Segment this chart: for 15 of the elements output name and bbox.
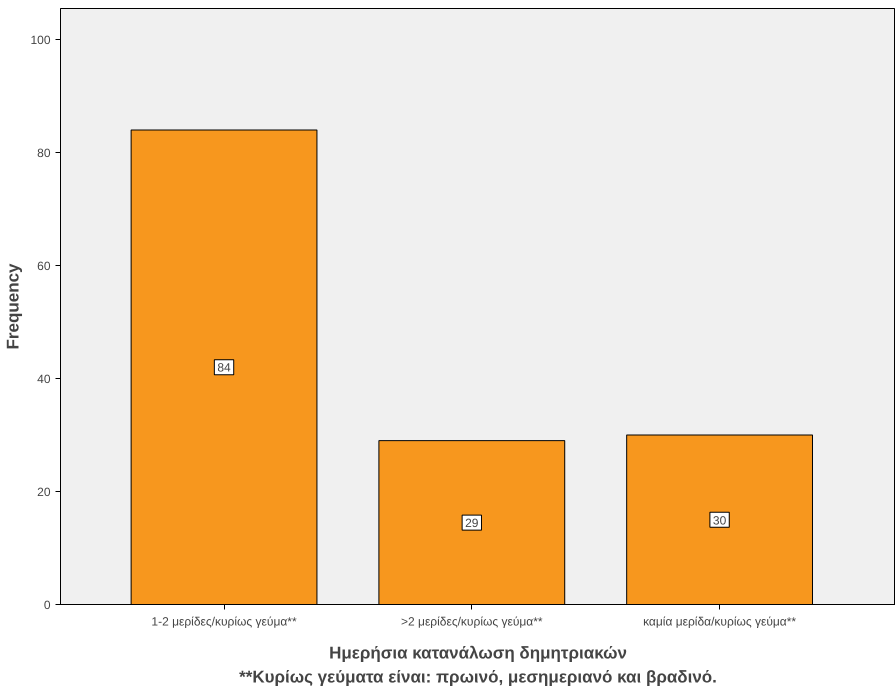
x-tick-label: καμία μερίδα/κυρίως γεύμα** (643, 614, 796, 628)
data-label: 84 (217, 360, 232, 375)
data-label: 30 (712, 513, 727, 528)
x-axis-title: Ημερήσια κατανάλωση δημητριακών (329, 644, 627, 662)
y-tick-label: 100 (30, 33, 51, 48)
y-tick-label: 20 (37, 485, 51, 500)
text: **Κυρίως γεύματα είναι: πρωινό, μεσημεριανό και βραδινό. (239, 668, 717, 686)
x-tick-label: >2 μερίδες/κυρίως γεύμα** (401, 614, 543, 628)
y-axis-title: Frequency (3, 262, 22, 350)
y-tick-label: 60 (37, 259, 51, 274)
x-tick-label: 1-2 μερίδες/κυρίως γεύμα** (151, 614, 297, 628)
data-label: 29 (465, 516, 479, 530)
y-tick-label: 80 (37, 146, 51, 160)
y-tick-label: 0 (44, 598, 51, 612)
y-tick-label: 40 (37, 372, 51, 386)
